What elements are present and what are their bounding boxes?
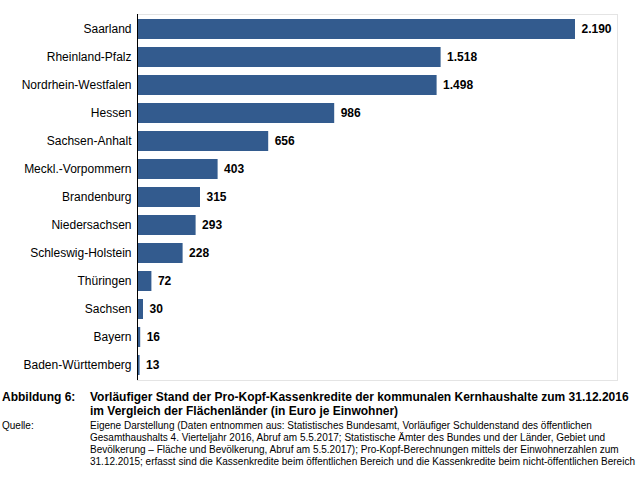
svg-text:228: 228 bbox=[189, 246, 209, 260]
svg-text:Rheinland-Pfalz: Rheinland-Pfalz bbox=[47, 50, 132, 64]
svg-text:403: 403 bbox=[224, 162, 244, 176]
svg-text:Sachsen-Anhalt: Sachsen-Anhalt bbox=[47, 134, 132, 148]
html-text:Eigene Darstellung (Daten entn: Eigene Darstellung (Daten entnommen aus:… bbox=[90, 420, 635, 467]
svg-text:Niedersachsen: Niedersachsen bbox=[51, 218, 131, 232]
svg-text:293: 293 bbox=[202, 218, 222, 232]
html-text:Vorläufiger Stand der Pro-Kopf: Vorläufiger Stand der Pro-Kopf-Kassenkre… bbox=[90, 390, 629, 418]
svg-text:Sachsen: Sachsen bbox=[85, 302, 132, 316]
svg-text:1.518: 1.518 bbox=[447, 50, 477, 64]
svg-text:Nordrhein-Westfalen: Nordrhein-Westfalen bbox=[22, 78, 132, 92]
svg-text:30: 30 bbox=[150, 302, 164, 316]
svg-text:Baden-Württemberg: Baden-Württemberg bbox=[23, 358, 131, 372]
svg-text:Meckl.-Vorpommern: Meckl.-Vorpommern bbox=[24, 162, 131, 176]
svg-text:986: 986 bbox=[341, 106, 361, 120]
svg-text:1.498: 1.498 bbox=[443, 78, 473, 92]
html-text:Abbildung 6:: Abbildung 6: bbox=[2, 390, 76, 404]
svg-text:315: 315 bbox=[207, 190, 227, 204]
svg-text:13: 13 bbox=[146, 358, 160, 372]
svg-text:72: 72 bbox=[158, 274, 172, 288]
html-text:Quelle:: Quelle: bbox=[2, 420, 34, 431]
svg-text:Brandenburg: Brandenburg bbox=[62, 190, 131, 204]
svg-text:2.190: 2.190 bbox=[582, 22, 612, 36]
svg-text:Thüringen: Thüringen bbox=[77, 274, 131, 288]
svg-text:Bayern: Bayern bbox=[93, 330, 131, 344]
svg-text:Hessen: Hessen bbox=[91, 106, 132, 120]
svg-text:Saarland: Saarland bbox=[83, 22, 131, 36]
svg-text:16: 16 bbox=[147, 330, 161, 344]
svg-text:Schleswig-Holstein: Schleswig-Holstein bbox=[30, 246, 131, 260]
svg-text:656: 656 bbox=[275, 134, 295, 148]
